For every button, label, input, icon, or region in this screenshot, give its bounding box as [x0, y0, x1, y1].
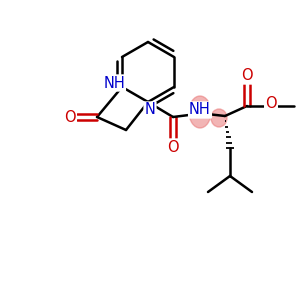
Text: O: O: [241, 68, 253, 83]
Ellipse shape: [211, 109, 227, 127]
Text: N: N: [145, 103, 155, 118]
Text: O: O: [167, 140, 179, 154]
Text: O: O: [64, 110, 76, 124]
Text: NH: NH: [189, 103, 211, 118]
Text: NH: NH: [103, 76, 125, 91]
Ellipse shape: [189, 96, 211, 128]
Text: O: O: [265, 97, 277, 112]
